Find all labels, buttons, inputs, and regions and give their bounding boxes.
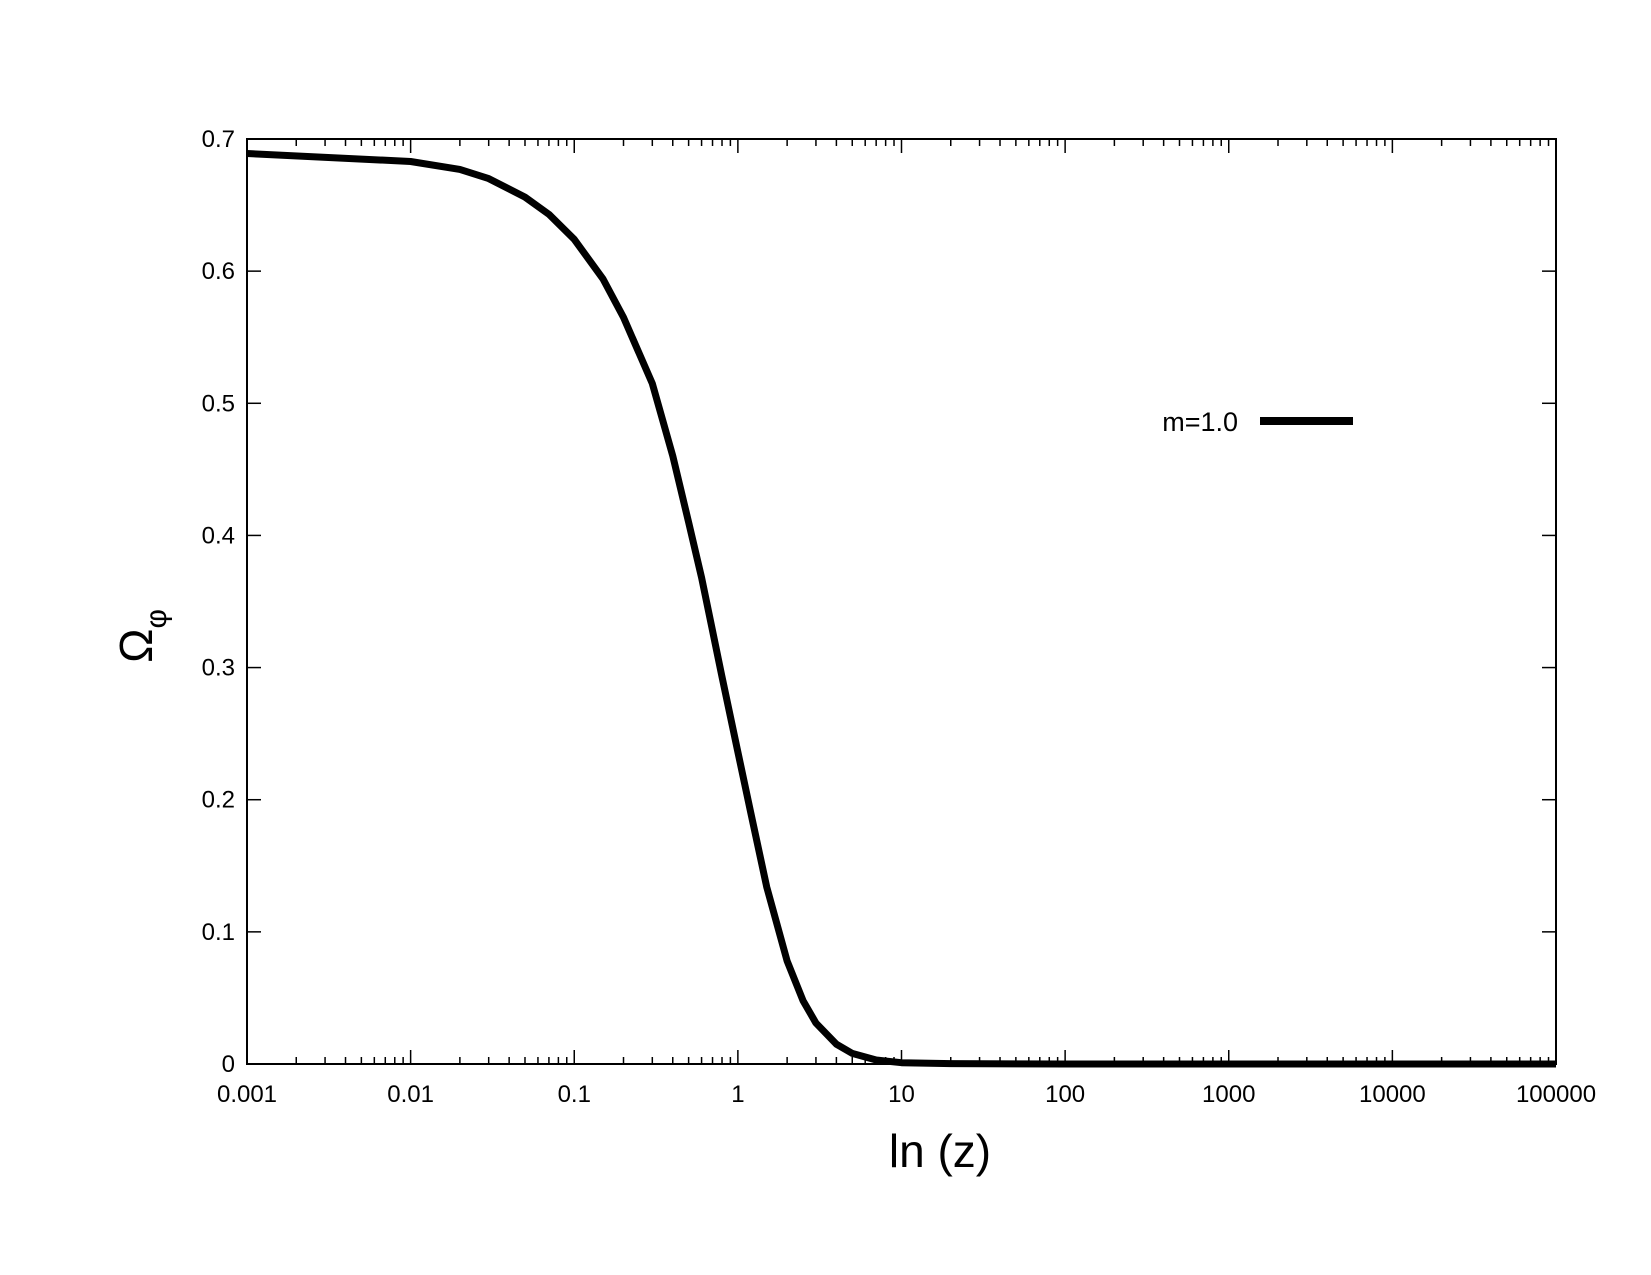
x-tick-label: 1: [731, 1081, 744, 1108]
x-tick-labels: 0.001 0.01 0.1 1 10 100 1000 10000 100000: [217, 1081, 1596, 1108]
x-tick-label: 0.1: [558, 1081, 591, 1108]
y-tick-label: 0.3: [202, 655, 235, 682]
x-tick-label: 100: [1045, 1081, 1085, 1108]
y-axis-title: Ωφ: [110, 609, 173, 663]
x-tick-label: 1000: [1202, 1081, 1255, 1108]
y-tick-label: 0.1: [202, 919, 235, 946]
legend-label: m=1.0: [1162, 407, 1238, 437]
y-tick-label: 0.6: [202, 258, 235, 285]
axis-ticks: [246, 138, 1557, 1065]
x-tick-label: 0.01: [387, 1081, 434, 1108]
y-axis-title-main: Ω: [110, 629, 162, 663]
plot-frame: [246, 138, 1557, 1065]
legend: m=1.0: [1162, 407, 1353, 437]
x-tick-label: 0.001: [217, 1081, 277, 1108]
x-tick-label: 100000: [1516, 1081, 1596, 1108]
y-axis-title-sub: φ: [140, 609, 173, 628]
y-tick-labels: 0 0.1 0.2 0.3 0.4 0.5 0.6 0.7: [202, 126, 235, 1078]
x-tick-label: 10000: [1359, 1081, 1426, 1108]
x-axis-title: ln (z): [889, 1125, 991, 1177]
y-tick-label: 0.2: [202, 787, 235, 814]
x-tick-label: 10: [888, 1081, 915, 1108]
y-tick-label: 0.5: [202, 390, 235, 417]
y-tick-label: 0.7: [202, 126, 235, 153]
series-line-m1: [246, 150, 1556, 1068]
svg-text:Ωφ: Ωφ: [110, 609, 173, 663]
y-tick-label: 0: [222, 1051, 235, 1078]
y-tick-label: 0.4: [202, 522, 235, 549]
